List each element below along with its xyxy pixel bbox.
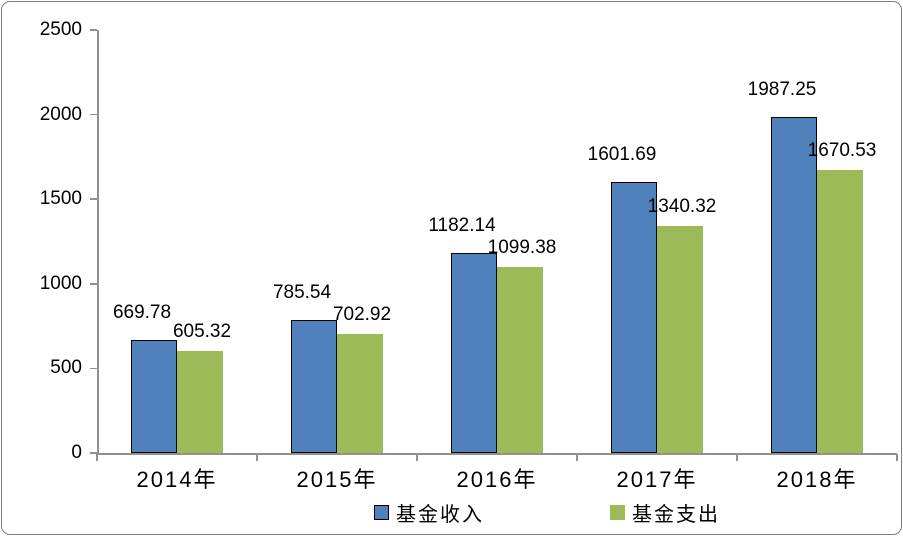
legend-swatch-icon bbox=[610, 504, 625, 520]
bar-基金收入-2014年 bbox=[131, 339, 177, 453]
data-label-基金收入-2016年: 1182.14 bbox=[428, 214, 496, 236]
y-axis-tick bbox=[90, 367, 97, 370]
y-axis-tick bbox=[90, 452, 97, 454]
bar-基金支出-2017年 bbox=[657, 226, 703, 453]
data-label-基金支出-2017年: 1340.32 bbox=[647, 196, 717, 218]
bar-基金支出-2014年 bbox=[177, 350, 223, 453]
x-axis-category-label: 2016年 bbox=[456, 467, 538, 492]
bar-基金收入-2015年 bbox=[291, 320, 337, 453]
x-axis-category-label: 2015年 bbox=[296, 467, 378, 492]
y-axis-tick-label: 500 bbox=[50, 357, 82, 379]
data-label-基金收入-2018年: 1987.25 bbox=[747, 78, 817, 100]
x-axis-tick bbox=[736, 454, 738, 461]
bar-基金收入-2017年 bbox=[611, 181, 657, 453]
legend-swatch-icon bbox=[374, 504, 389, 520]
x-axis-tick bbox=[256, 454, 258, 461]
data-label-基金收入-2014年: 669.78 bbox=[112, 301, 172, 323]
data-label-基金收入-2017年: 1601.69 bbox=[587, 143, 657, 165]
x-axis-tick bbox=[416, 454, 418, 461]
data-label-基金支出-2014年: 605.32 bbox=[172, 320, 232, 342]
legend-label: 基金支出 bbox=[632, 503, 720, 526]
legend-label: 基金收入 bbox=[396, 503, 484, 526]
x-axis-tick bbox=[96, 454, 98, 461]
y-axis-tick bbox=[90, 283, 97, 285]
y-axis-tick-label: 2500 bbox=[39, 19, 82, 40]
bar-基金支出-2015年 bbox=[337, 334, 383, 453]
y-axis-tick bbox=[90, 113, 97, 116]
data-label-基金收入-2015年: 785.54 bbox=[272, 282, 332, 304]
x-axis-category-label: 2014年 bbox=[136, 467, 218, 492]
bar-基金收入-2016年 bbox=[451, 252, 497, 453]
y-axis-tick-label: 0 bbox=[71, 442, 82, 463]
x-axis-line bbox=[97, 453, 897, 455]
data-label-基金支出-2016年: 1099.38 bbox=[487, 236, 557, 258]
y-axis-tick-label: 2000 bbox=[39, 103, 82, 125]
x-axis-tick bbox=[896, 454, 898, 461]
x-axis-tick bbox=[576, 454, 578, 461]
data-label-基金支出-2015年: 702.92 bbox=[332, 304, 392, 326]
y-axis-tick bbox=[90, 29, 97, 31]
bar-基金收入-2018年 bbox=[771, 116, 817, 453]
data-label-基金支出-2018年: 1670.53 bbox=[807, 140, 877, 162]
legend-item-基金收入: 基金收入 bbox=[374, 501, 484, 526]
y-axis-tick-label: 1000 bbox=[39, 272, 82, 294]
x-axis-category-label: 2017年 bbox=[616, 467, 698, 492]
bar-基金支出-2018年 bbox=[817, 170, 863, 453]
y-axis-line bbox=[97, 30, 99, 453]
y-axis-tick bbox=[90, 198, 97, 200]
bar-基金支出-2016年 bbox=[497, 266, 543, 453]
y-axis-tick-label: 1500 bbox=[39, 188, 82, 210]
x-axis-category-label: 2018年 bbox=[776, 467, 858, 492]
legend-item-基金支出: 基金支出 bbox=[610, 501, 720, 526]
